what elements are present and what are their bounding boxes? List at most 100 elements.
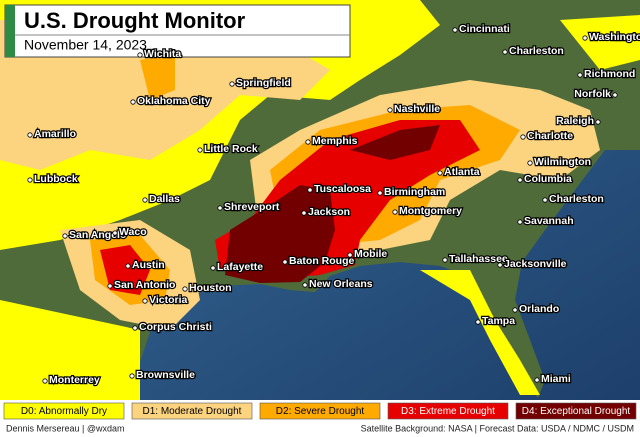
city-label: Springfield [236,77,291,89]
city-dot [452,27,458,33]
city-label: Lafayette [217,261,263,273]
city-dot [305,139,311,145]
city-label: Tallahassee [449,253,508,265]
city-dot [502,49,508,55]
city-label: Corpus Christi [139,321,212,333]
legend-swatch [259,402,381,420]
city-dot [307,187,313,193]
city-dot [27,132,33,138]
city-label: Memphis [312,135,358,147]
city-label: Victoria [149,294,187,306]
city-label: Lubbock [34,173,78,185]
city-dot [387,107,393,113]
city-label: Monterrey [49,374,100,386]
city-label: Tampa [482,315,515,327]
city-label: Charleston [509,45,564,57]
city-label: San Angelo [69,229,126,241]
city-dot [132,325,138,331]
city-dot [229,81,235,87]
city-dot [197,147,203,153]
city-dot [129,373,135,379]
author-credit: Dennis Mersereau | @wxdam [6,423,125,433]
city-dot [475,319,481,325]
city-label: Montgomery [399,205,462,217]
city-dot [612,92,618,98]
city-label: Atlanta [444,166,480,178]
city-label: Charlotte [527,130,573,142]
city-label: Mobile [354,248,387,260]
legend-swatch [515,402,637,420]
city-dot [107,283,113,289]
city-label: Charleston [549,193,604,205]
city-dot [210,265,216,271]
city-dot [497,262,503,268]
city-label: Little Rock [204,143,258,155]
city-dot [517,219,523,225]
city-dot [27,177,33,183]
legend-label: D2: Severe Drought [276,406,365,417]
legend-label: D4: Exceptional Drought [522,406,631,417]
legend-label: D1: Moderate Drought [143,406,242,417]
title: U.S. Drought Monitor [24,8,246,33]
city-dot [534,377,540,383]
city-label: Amarillo [34,128,76,140]
city-label: San Antonio [114,279,175,291]
city-dot [182,286,188,292]
city-dot [595,119,601,125]
city-label: Tuscaloosa [314,183,371,195]
city-label: Houston [189,282,232,294]
city-label: Brownsville [136,369,195,381]
d4-area [225,125,440,283]
city-label: Richmond [584,68,635,80]
city-label: Waco [119,226,147,238]
city-label: Savannah [524,215,574,227]
city-dot [142,298,148,304]
city-dot [577,72,583,78]
city-dot [527,160,533,166]
city-dot [520,134,526,140]
city-label: New Orleans [309,278,373,290]
city-label: Birmingham [384,186,445,198]
legend-swatch [387,402,509,420]
city-dot [512,307,518,313]
date: November 14, 2023 [24,37,147,53]
city-dot [142,197,148,203]
city-dot [582,35,588,41]
city-label: Nashville [394,103,440,115]
city-label: Cincinnati [459,23,510,35]
title-accent [5,5,15,57]
city-dot [125,263,131,269]
legend-label: D3: Extreme Drought [401,406,495,417]
city-dot [112,230,118,236]
city-dot [347,252,353,258]
city-label: Norfolk [574,88,611,100]
city-dot [130,99,136,105]
legend-swatch [131,402,253,420]
city-label: Orlando [519,303,559,315]
city-label: Jackson [308,206,350,218]
city-dot [542,197,548,203]
city-dot [442,257,448,263]
city-dot [437,170,443,176]
city-dot [517,177,523,183]
city-label: Wichita [144,48,181,60]
city-dot [377,190,383,196]
city-dot [217,205,223,211]
city-label: Jacksonville [504,258,567,270]
city-dot [392,209,398,215]
city-label: Baton Rouge [289,255,354,267]
city-dot [282,259,288,265]
city-dot [302,282,308,288]
city-dot [137,52,143,58]
city-label: Raleigh [556,115,594,127]
city-label: Austin [132,259,165,271]
city-dot [301,210,307,216]
legend-label: D0: Abnormally Dry [21,406,107,417]
source-credit: Satellite Background: NASA | Forecast Da… [361,423,634,433]
city-label: Miami [541,373,571,385]
city-label: Oklahoma City [137,95,211,107]
city-dot [42,378,48,384]
city-label: Washington [589,31,640,43]
city-label: Shreveport [224,201,280,213]
